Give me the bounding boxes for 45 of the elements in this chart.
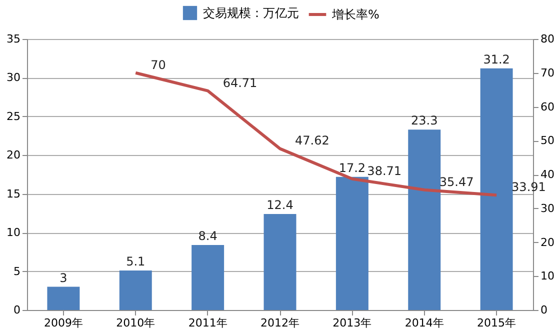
- x-tick-label: 2009年: [44, 316, 83, 330]
- data-label: 12.4: [266, 198, 294, 212]
- bar: [336, 176, 368, 310]
- data-label: 70: [150, 58, 166, 72]
- line-series: [134, 71, 498, 197]
- data-label: 31.2: [483, 52, 510, 66]
- data-label: 47.62: [295, 134, 330, 148]
- legend-label: 交易规模：万亿元: [203, 6, 299, 20]
- y2-tick-label: 80: [540, 32, 554, 46]
- y2-tick-label: 60: [540, 100, 554, 114]
- bar: [47, 286, 80, 310]
- x-tick-label: 2014年: [404, 316, 444, 330]
- y-tick-label: 25: [6, 110, 20, 123]
- y-tick-label: 30: [6, 71, 20, 84]
- x-tick-label: 2011年: [188, 316, 228, 330]
- y-tick-label: 10: [6, 226, 20, 240]
- bar: [408, 130, 441, 310]
- bar: [480, 68, 513, 310]
- data-label: 38.71: [367, 164, 402, 178]
- bar: [119, 270, 152, 310]
- y-tick-label: 5: [14, 264, 20, 278]
- data-label: 64.71: [222, 76, 258, 90]
- x-tick-label: 2012年: [260, 316, 300, 330]
- y-tick-label: 20: [6, 148, 20, 162]
- y2-tick-label: 50: [540, 134, 554, 148]
- legend-label: 增长率%: [331, 8, 380, 22]
- data-label: 8.4: [198, 228, 218, 243]
- y2-tick-label: 10: [540, 270, 554, 283]
- bar: [264, 214, 296, 310]
- x-tick-label: 2015年: [477, 316, 516, 330]
- y-tick-label: 15: [6, 187, 20, 200]
- y-tick-label: 35: [6, 32, 20, 46]
- bar: [192, 244, 224, 310]
- y2-tick-label: 70: [540, 66, 554, 80]
- y2-tick-label: 20: [540, 236, 554, 249]
- data-label: 23.3: [411, 114, 438, 128]
- x-tick-label: 2013年: [332, 316, 372, 330]
- data-label: 3: [60, 270, 68, 285]
- x-tick-label: 2010年: [116, 316, 156, 330]
- y2-tick-label: 30: [540, 202, 554, 215]
- y2-tick-label: 40: [540, 168, 554, 181]
- data-label: 5.1: [126, 254, 146, 269]
- data-label: 17.2: [338, 160, 366, 175]
- y-tick-label: 0: [14, 304, 20, 316]
- y2-tick-label: 0: [540, 304, 548, 316]
